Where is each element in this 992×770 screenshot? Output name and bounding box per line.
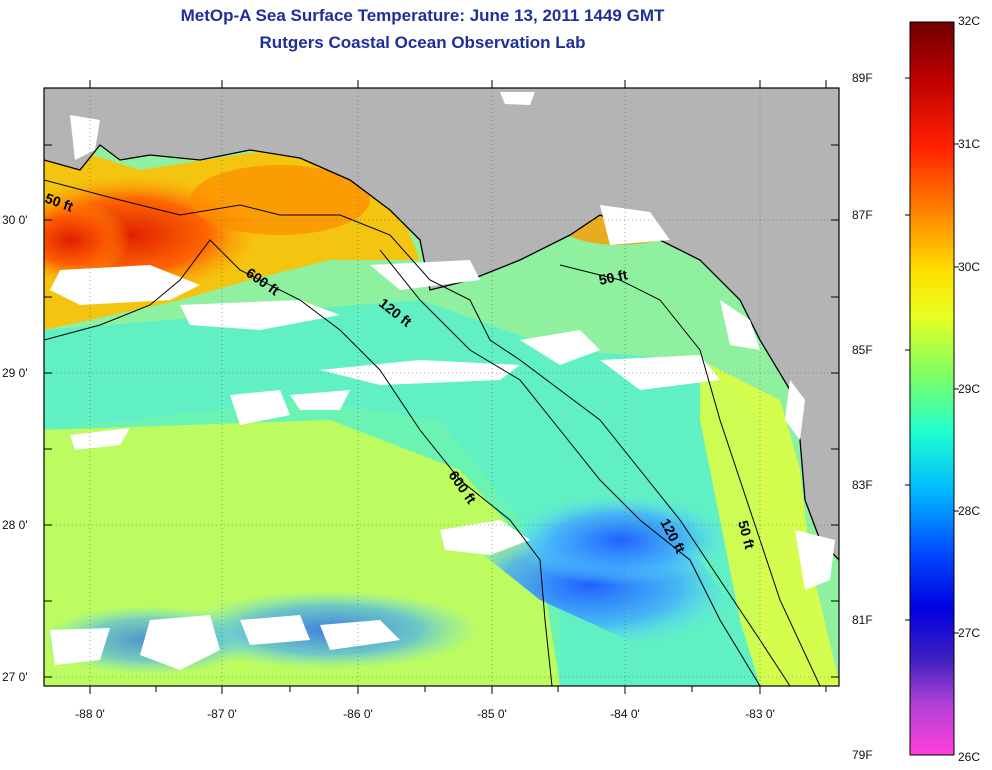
isobath-lines <box>44 179 821 686</box>
colorbar-ticks <box>905 77 959 634</box>
latitude-label: 29 0' <box>2 366 28 380</box>
isobath-label: 50 ft <box>735 519 758 551</box>
colorbar-fahrenheit-label: 81F <box>852 613 873 627</box>
colorbar-celsius-label: 32C <box>958 14 981 28</box>
longitude-label: -84 0' <box>610 707 640 721</box>
isobath-label: 50 ft <box>597 266 629 288</box>
longitude-label: -87 0' <box>207 707 237 721</box>
latitude-label: 27 0' <box>2 670 28 684</box>
colorbar-celsius-label: 27C <box>958 626 981 640</box>
land-mass <box>44 88 839 560</box>
colorbar-celsius-label: 28C <box>958 504 981 518</box>
colorbar-fahrenheit-label: 89F <box>852 71 873 85</box>
longitude-label: -83 0' <box>745 707 775 721</box>
colorbar-celsius-label: 30C <box>958 260 981 274</box>
graticule <box>44 88 839 686</box>
longitude-label: -86 0' <box>343 707 373 721</box>
latitude-label: 28 0' <box>2 518 28 532</box>
colorbar-celsius-label: 29C <box>958 382 981 396</box>
map-title: MetOp-A Sea Surface Temperature: June 13… <box>180 6 665 25</box>
colorbar-fahrenheit-label: 85F <box>852 343 873 357</box>
colorbar-celsius-label: 31C <box>958 137 981 151</box>
axis-ticks <box>44 80 839 694</box>
latitude-label: 30 0' <box>2 213 28 227</box>
colorbar-celsius-label: 26C <box>958 750 981 764</box>
colorbar <box>909 21 955 756</box>
longitude-label: -85 0' <box>477 707 507 721</box>
map-frame <box>43 87 840 687</box>
colorbar-fahrenheit-label: 83F <box>852 478 873 492</box>
colorbar-fahrenheit-label: 79F <box>852 748 873 762</box>
cloud-mask <box>50 92 835 670</box>
map-subtitle: Rutgers Coastal Ocean Observation Lab <box>259 33 586 52</box>
longitude-label: -88 0' <box>75 707 105 721</box>
colorbar-fahrenheit-label: 87F <box>852 208 873 222</box>
